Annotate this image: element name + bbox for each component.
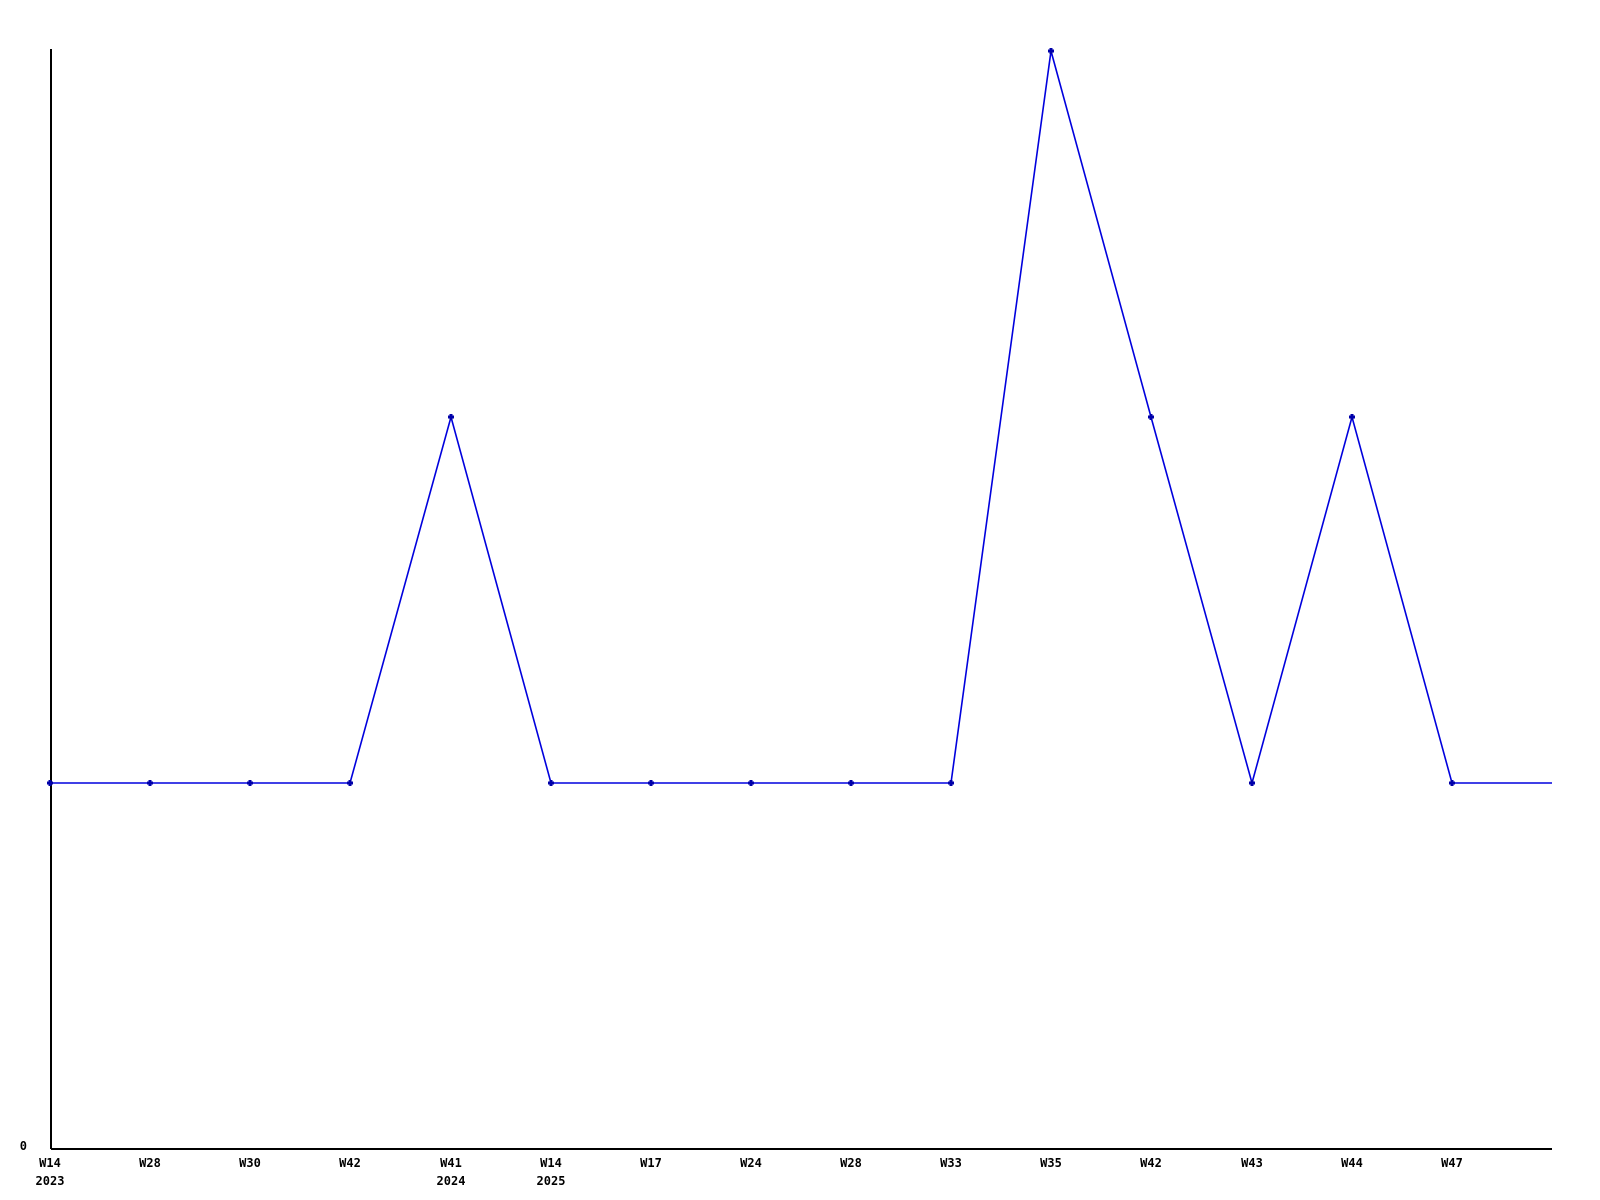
x-tick-label: W35	[1040, 1156, 1062, 1170]
y-axis-zero-label: 0	[19, 1139, 27, 1153]
data-point-marker	[1449, 780, 1455, 786]
data-point-marker	[1048, 48, 1054, 54]
x-tick-label: W47	[1441, 1156, 1463, 1170]
x-tick-label: W17	[640, 1156, 662, 1170]
x-tick-label: W33	[940, 1156, 962, 1170]
data-point-marker	[548, 780, 554, 786]
x-tick-label: W24	[740, 1156, 762, 1170]
data-point-marker	[1249, 780, 1255, 786]
x-tick-label: W42	[1140, 1156, 1162, 1170]
x-tick-label: W42	[339, 1156, 361, 1170]
x-tick-label: W30	[239, 1156, 261, 1170]
x-tick-label: W28	[139, 1156, 161, 1170]
x-tick-label: W41 2024	[436, 1156, 466, 1188]
data-point-marker	[147, 780, 153, 786]
data-point-marker	[47, 780, 53, 786]
x-tick-label: W28	[840, 1156, 862, 1170]
data-point-markers	[47, 48, 1455, 786]
data-point-marker	[1148, 414, 1154, 420]
data-point-marker	[448, 414, 454, 420]
data-point-marker	[948, 780, 954, 786]
data-point-marker	[848, 780, 854, 786]
data-point-marker	[247, 780, 253, 786]
data-point-marker	[748, 780, 754, 786]
x-tick-label: W14 2023	[35, 1156, 65, 1188]
data-series-line	[50, 50, 1552, 787]
x-tick-label: W14 2025	[536, 1156, 566, 1188]
data-point-marker	[347, 780, 353, 786]
x-tick-label: W44	[1341, 1156, 1363, 1170]
data-point-marker	[648, 780, 654, 786]
axes	[50, 49, 1552, 1150]
x-tick-label: W43	[1241, 1156, 1263, 1170]
data-point-marker	[1349, 414, 1355, 420]
